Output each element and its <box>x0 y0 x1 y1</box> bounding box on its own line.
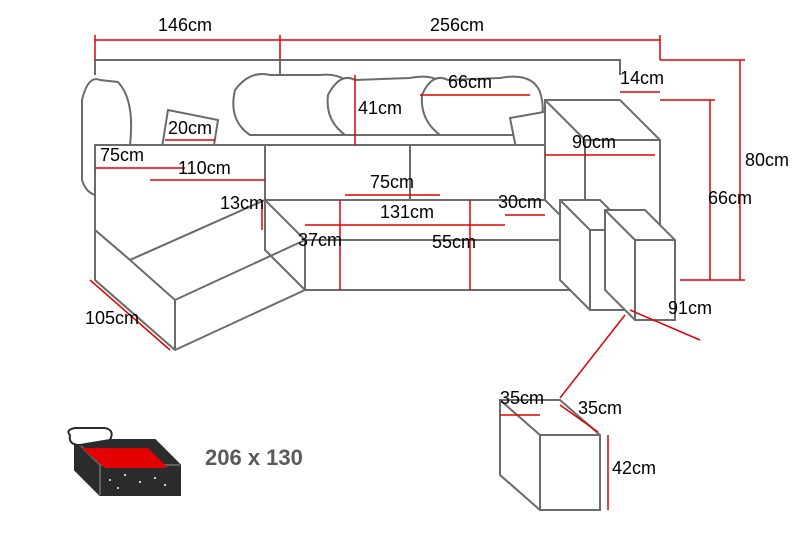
dim-chaise-75: 75cm <box>100 145 144 166</box>
dim-arm-top: 14cm <box>620 68 664 89</box>
dim-66r: 66cm <box>708 188 752 209</box>
dim-pillow: 20cm <box>168 118 212 139</box>
dimension-diagram: 146cm 256cm 41cm 66cm 14cm 20cm 75cm 110… <box>0 0 800 533</box>
dim-ott-w: 35cm <box>500 388 544 409</box>
dim-chaise-110: 110cm <box>178 158 231 179</box>
dim-105: 105cm <box>85 308 139 329</box>
dim-90: 90cm <box>572 132 616 153</box>
dim-80: 80cm <box>745 150 789 171</box>
dim-cushion-w: 66cm <box>448 72 492 93</box>
dim-ott-h: 42cm <box>612 458 656 479</box>
dim-75mid: 75cm <box>370 172 414 193</box>
dim-30: 30cm <box>498 192 542 213</box>
dim-13: 13cm <box>220 193 264 214</box>
dim-ott-d: 35cm <box>578 398 622 419</box>
dim-top-left: 146cm <box>158 15 212 36</box>
dim-91: 91cm <box>668 298 712 319</box>
dim-37: 37cm <box>298 230 342 251</box>
dim-backrest: 41cm <box>358 98 402 119</box>
bed-icon <box>60 420 190 510</box>
dim-55: 55cm <box>432 232 476 253</box>
dim-131: 131cm <box>380 202 434 223</box>
bed-size-label: 206 x 130 <box>205 445 303 471</box>
dim-top-right: 256cm <box>430 15 484 36</box>
